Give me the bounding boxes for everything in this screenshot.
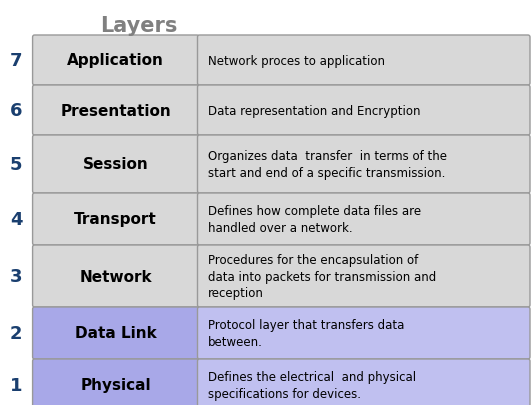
Text: 7: 7 <box>10 52 22 70</box>
FancyBboxPatch shape <box>32 36 199 86</box>
Text: 3: 3 <box>10 267 22 285</box>
Text: Protocol layer that transfers data
between.: Protocol layer that transfers data betwe… <box>207 318 404 348</box>
Text: Procedures for the encapsulation of
data into packets for transmission and
recep: Procedures for the encapsulation of data… <box>207 254 436 299</box>
Text: Network proces to application: Network proces to application <box>207 54 385 67</box>
Text: Session: Session <box>83 157 148 172</box>
Text: Transport: Transport <box>74 212 157 227</box>
FancyBboxPatch shape <box>32 194 199 245</box>
Text: Data Link: Data Link <box>75 326 156 341</box>
Text: Organizes data  transfer  in terms of the
start and end of a specific transmissi: Organizes data transfer in terms of the … <box>207 150 446 179</box>
Text: Presentation: Presentation <box>60 103 171 118</box>
Text: Network: Network <box>79 269 152 284</box>
Text: Layers: Layers <box>99 16 177 36</box>
Text: 2: 2 <box>10 324 22 342</box>
Text: Physical: Physical <box>80 377 151 392</box>
FancyBboxPatch shape <box>32 86 199 136</box>
FancyBboxPatch shape <box>197 136 530 194</box>
Text: 6: 6 <box>10 102 22 120</box>
Text: Data representation and Encryption: Data representation and Encryption <box>207 104 420 117</box>
Text: 5: 5 <box>10 156 22 174</box>
FancyBboxPatch shape <box>197 307 530 359</box>
Text: 4: 4 <box>10 211 22 228</box>
FancyBboxPatch shape <box>197 359 530 405</box>
FancyBboxPatch shape <box>197 36 530 86</box>
FancyBboxPatch shape <box>197 86 530 136</box>
Text: Application: Application <box>67 53 164 68</box>
FancyBboxPatch shape <box>32 245 199 307</box>
Text: Defines how complete data files are
handled over a network.: Defines how complete data files are hand… <box>207 205 421 234</box>
FancyBboxPatch shape <box>197 245 530 307</box>
Text: 1: 1 <box>10 376 22 394</box>
FancyBboxPatch shape <box>32 359 199 405</box>
Text: Defines the electrical  and physical
specifications for devices.: Defines the electrical and physical spec… <box>207 370 415 400</box>
FancyBboxPatch shape <box>197 194 530 245</box>
FancyBboxPatch shape <box>32 136 199 194</box>
FancyBboxPatch shape <box>32 307 199 359</box>
